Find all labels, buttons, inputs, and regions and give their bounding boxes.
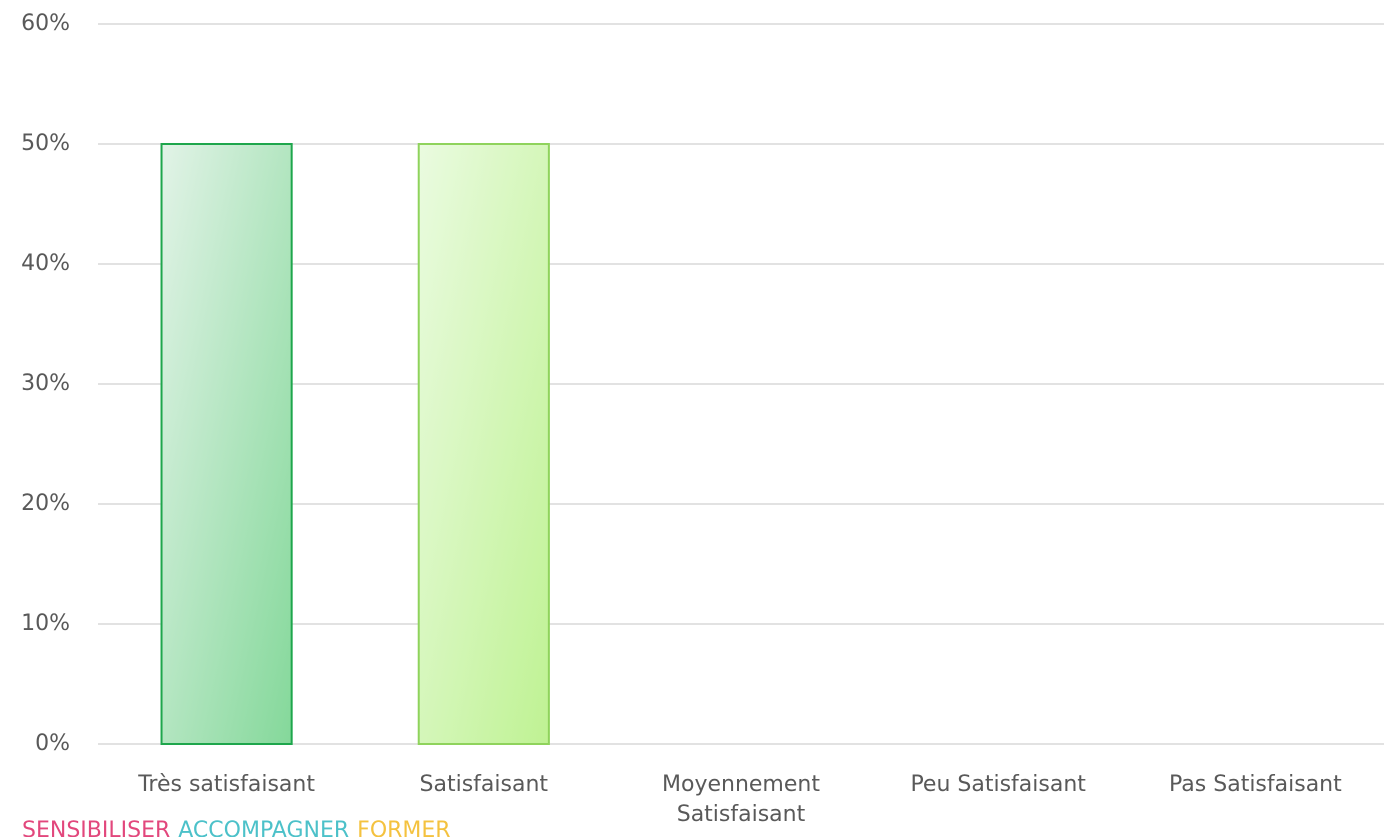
- footer-word: SENSIBILISER: [22, 818, 171, 837]
- x-tick-label: Peu Satisfaisant: [910, 772, 1086, 797]
- y-tick-label: 20%: [21, 491, 70, 516]
- footer: SENSIBILISER ACCOMPAGNER FORMER: [22, 818, 459, 837]
- y-tick-label: 50%: [21, 131, 70, 156]
- x-tick-label: Satisfaisant: [419, 772, 549, 797]
- x-tick-label: Pas Satisfaisant: [1169, 772, 1342, 797]
- y-tick-label: 40%: [21, 251, 70, 276]
- y-tick-label: 0%: [35, 731, 70, 756]
- footer-word: FORMER: [357, 818, 451, 837]
- bar: [417, 143, 550, 745]
- x-tick-label: Très satisfaisant: [138, 772, 315, 797]
- x-tick-label: Moyennement Satisfaisant: [662, 772, 820, 827]
- y-tick-label: 10%: [21, 611, 70, 636]
- y-tick-label: 30%: [21, 371, 70, 396]
- y-tick-label: 60%: [21, 11, 70, 36]
- bar: [160, 143, 293, 745]
- footer-word: ACCOMPAGNER: [178, 818, 350, 837]
